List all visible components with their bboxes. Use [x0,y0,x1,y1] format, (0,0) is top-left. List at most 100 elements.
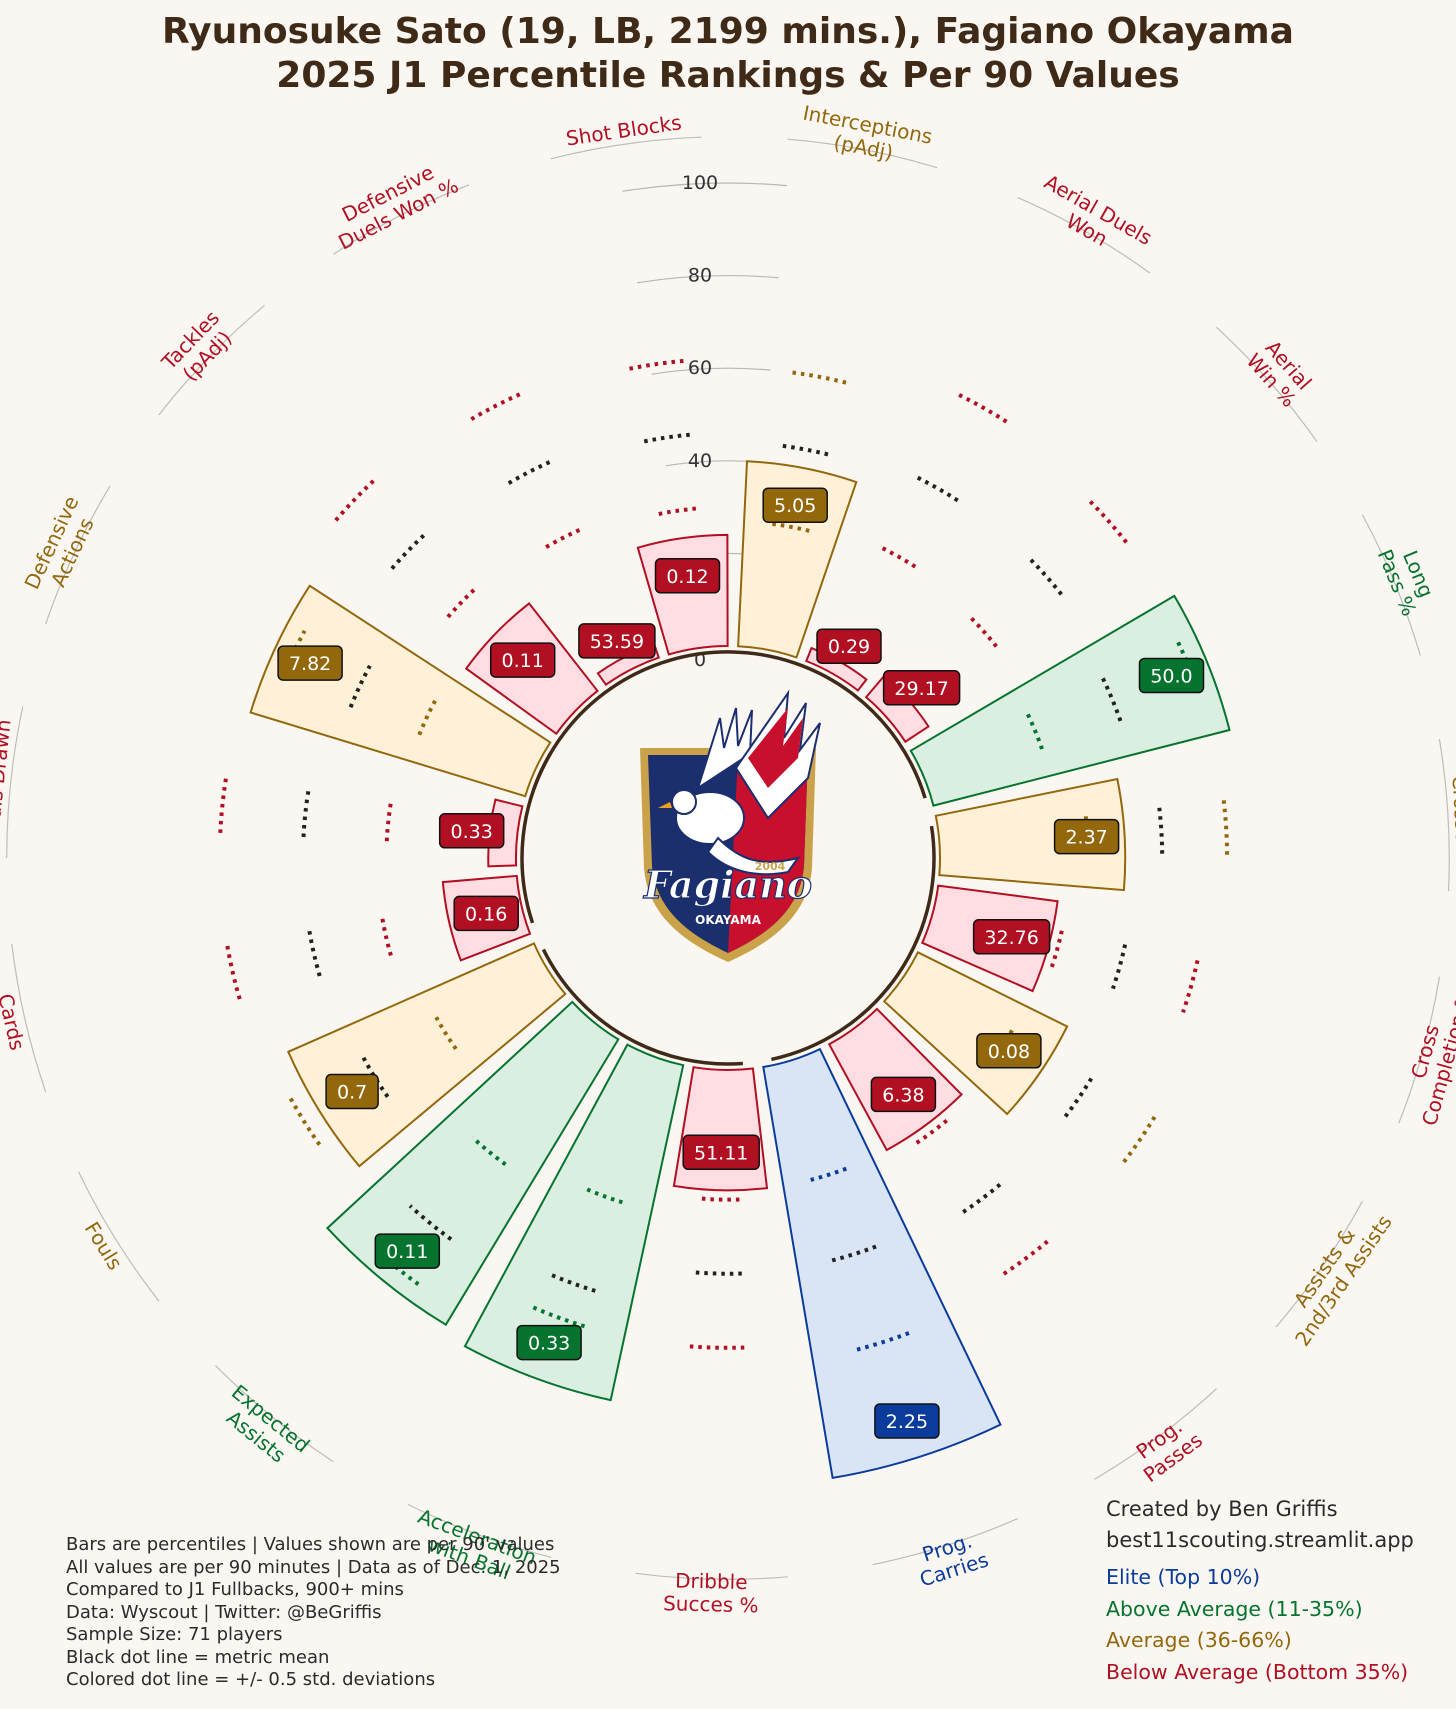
svg-text:29.17: 29.17 [894,678,948,700]
svg-text:0.16: 0.16 [465,903,507,925]
grid-arc [1275,1200,1363,1328]
value-label: 50.0 [1138,657,1205,694]
mean-dot-line [301,789,311,838]
value-label: 0.08 [976,1033,1042,1069]
grid-arc [1017,196,1151,274]
grid-arc [1438,739,1450,892]
svg-text:0.11: 0.11 [386,1241,428,1263]
svg-text:7.82: 7.82 [289,653,331,675]
metric-label: Crosses [1447,775,1456,854]
mean-dot-line [643,432,692,444]
sd-dot-line [224,943,242,1000]
value-label: 6.38 [870,1076,937,1113]
mean-dot-line [1062,1077,1094,1120]
title-line-2: 2025 J1 Percentile Rankings & Per 90 Val… [276,55,1180,96]
mean-dot-line [782,443,830,457]
sd-dot-line [1121,1115,1157,1165]
sd-dot-line [434,1016,458,1051]
sd-dot-line [334,476,378,522]
sd-dot-line [629,358,686,371]
metric-label: DefensiveActions [20,492,105,602]
value-label: 53.59 [578,623,656,659]
value-label: 0.29 [816,628,882,664]
value-label: 32.76 [972,919,1051,955]
metric-label: LongPass % [1373,537,1443,619]
grid-arc [872,1517,1019,1566]
sd-dot-line [470,391,524,421]
svg-text:0.7: 0.7 [337,1082,367,1104]
note-line: Bars are percentiles | Values shown are … [66,1534,555,1555]
mean-dot-line [348,664,372,708]
group-arc [520,752,553,924]
svg-text:50.0: 50.0 [1150,666,1192,688]
grid-arc [1398,976,1441,1124]
sd-dot-line [1025,713,1044,750]
sd-dot-line [958,393,1011,426]
sd-dot-line [583,1186,623,1205]
note-line: Black dot line = metric mean [66,1646,330,1668]
sd-dot-line [380,916,393,956]
grid-arc [550,136,702,160]
logo-year: 2004 [755,860,786,873]
value-label: 5.05 [762,487,828,523]
grid-arc [6,706,24,859]
value-label: 51.11 [682,1134,760,1171]
value-label: 0.16 [453,895,519,932]
group-arc [532,650,927,799]
sd-dot-line [772,521,811,533]
mean-dot-line [361,1056,390,1098]
grid-arc [77,1171,160,1302]
sd-dot-line [218,775,229,833]
svg-text:0.08: 0.08 [988,1041,1030,1063]
sd-dot-line [1001,1239,1049,1277]
sd-dot-line [1181,959,1200,1014]
svg-text:6.38: 6.38 [882,1084,924,1106]
credit-author: Created by Ben Griffis [1106,1497,1338,1521]
footnotes: Bars are percentiles | Values shown are … [66,1534,561,1692]
value-label: 2.25 [874,1403,940,1439]
svg-text:0.12: 0.12 [666,566,708,588]
grid-arc [11,943,47,1093]
mean-dot-line [1101,677,1123,723]
svg-text:2.25: 2.25 [886,1411,928,1433]
sd-dot-line [1221,800,1230,857]
metric-label: Tackles(pAdj) [156,306,241,391]
mean-dot-line [1157,807,1165,857]
sd-dot-line [700,1196,740,1202]
grid-arc [333,184,470,255]
group-arc [771,825,936,1062]
bars [249,460,1231,1480]
metric-label: DribbleSucces % [663,1568,759,1617]
sd-dot-line [1088,500,1130,546]
phoenix-icon [658,689,821,876]
grid-arc [787,138,938,169]
tick-label: 60 [688,357,712,379]
value-label: 2.37 [1053,818,1120,855]
tick-arc [622,182,787,192]
mean-dot-line [916,475,961,504]
grid-arc [1361,514,1421,656]
mean-dot-line [1111,944,1128,990]
note-line: Compared to J1 Fullbacks, 900+ mins [66,1579,404,1600]
club-logo: Fagiano 2004 OKAYAMA [640,689,821,962]
sd-dot-line [689,1344,745,1350]
metric-label: Prog.Passes [1125,1409,1207,1487]
reference-dot-lines [218,358,1230,1353]
chart-title: Ryunosuke Sato (19, LB, 2199 mins.), Fag… [0,10,1456,98]
sd-dot-line [881,546,918,570]
credits: Created by Ben Griffis best11scouting.st… [1106,1494,1414,1556]
credit-site: best11scouting.streamlit.app [1106,1528,1414,1552]
note-line: All values are per 90 minutes | Data as … [66,1556,561,1578]
legend-item-elite: Elite (Top 10%) [1106,1565,1261,1589]
tick-arc [636,275,779,284]
value-label: 0.11 [489,642,556,678]
mean-dot-line [307,929,322,977]
svg-text:32.76: 32.76 [984,927,1038,949]
sd-dot-line [471,1136,507,1167]
bar-14 [463,1043,685,1402]
sd-dot-line [854,1331,910,1353]
sd-dot-line [810,1166,848,1182]
logo-subtext: OKAYAMA [695,913,761,927]
sd-dot-line [792,370,848,385]
